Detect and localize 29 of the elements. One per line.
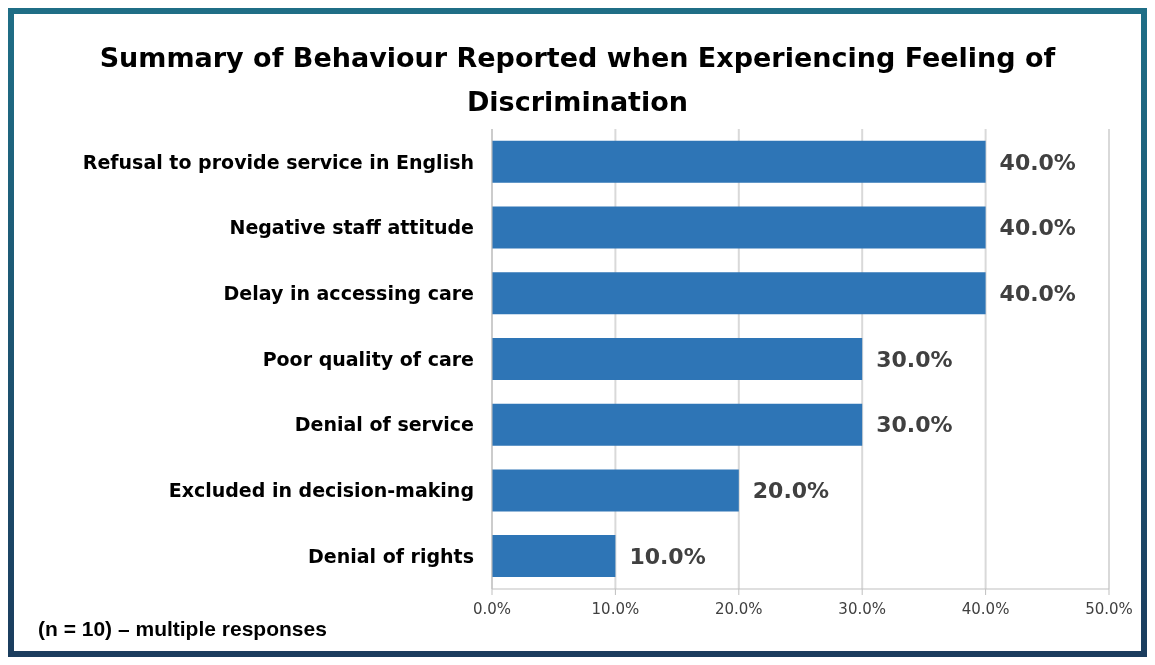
y-tick-label: Delay in accessing care: [223, 282, 474, 305]
x-tick-label: 0.0%: [472, 599, 512, 618]
text: (n = 10) – multiple responses: [38, 617, 327, 641]
chart-title: Summary of Behaviour Reported when Experiencing Feeling of Discrimination: [98, 41, 1057, 119]
data-label: 30.0%: [876, 412, 953, 438]
y-tick-label: Denial of rights: [308, 544, 474, 567]
bar: [492, 469, 739, 512]
bar: [492, 206, 986, 249]
bar: [492, 403, 863, 446]
x-tick-label: 50.0%: [1085, 599, 1133, 618]
bar: [492, 535, 616, 578]
bar: [492, 272, 986, 315]
data-label: 10.0%: [629, 543, 706, 569]
y-tick-label: Denial of service: [294, 413, 474, 436]
x-tick-label: 40.0%: [961, 599, 1010, 618]
data-label: 40.0%: [999, 215, 1076, 241]
x-tick-label: 10.0%: [591, 599, 640, 618]
data-label: 40.0%: [999, 149, 1076, 175]
bar: [492, 140, 986, 183]
x-tick-label: 30.0%: [838, 599, 887, 618]
y-tick-label: Negative staff attitude: [229, 216, 474, 239]
data-label: 40.0%: [999, 281, 1076, 307]
x-tick-label: 20.0%: [714, 599, 763, 618]
y-tick-label: Excluded in decision-making: [168, 479, 474, 502]
y-tick-label: Poor quality of care: [262, 347, 474, 370]
bar: [492, 337, 863, 380]
y-tick-label: Refusal to provide service in English: [82, 150, 474, 173]
data-label: 30.0%: [876, 346, 953, 372]
data-label: 20.0%: [752, 478, 830, 504]
